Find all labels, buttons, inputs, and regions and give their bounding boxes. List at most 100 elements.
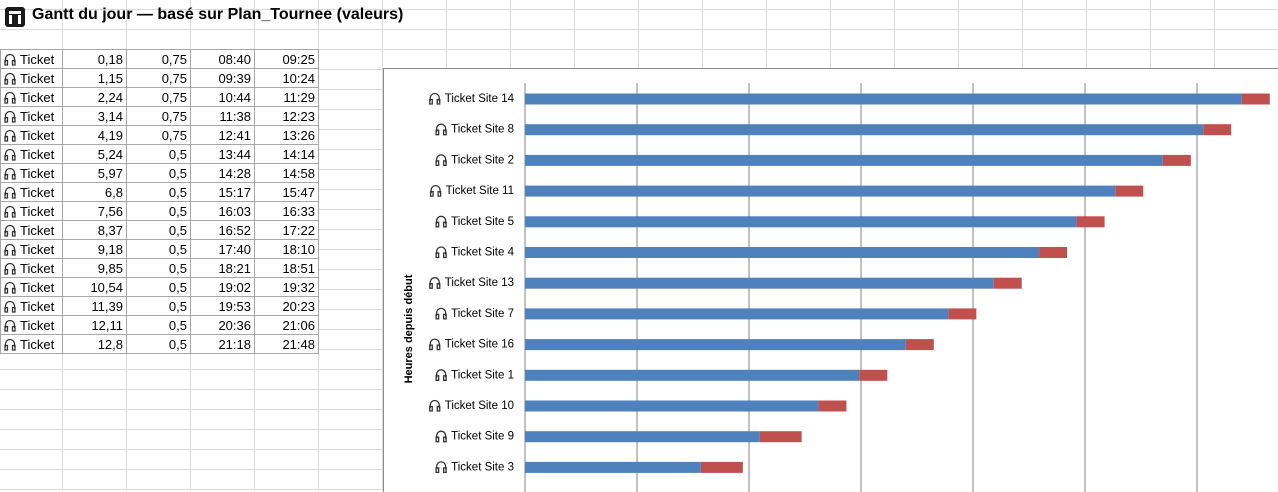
data-table: Ticket 0,18 0,75 08:40 09:25 Ticket 1,15 0,75 09… [0,49,319,354]
headphones-icon [429,277,441,289]
cell-text: 0,75 [161,51,187,67]
cell-text: 17:40 [218,241,251,257]
cell-text: 10:24 [282,70,315,86]
cell-text: 3,14 [97,108,123,124]
bar-segment [759,431,802,443]
cell-text: 0,75 [161,108,187,124]
cell-icon [4,281,16,294]
table-cell: 2,24 [62,87,127,107]
table-cell: Ticket [0,182,63,202]
bar-segment [525,431,760,443]
cell-text: 14:14 [282,146,315,162]
table-cell: 21:48 [254,334,319,354]
cell-text: Ticket [20,184,55,200]
cell-text: 13:44 [218,146,251,162]
cell-text: 14:58 [282,165,315,181]
headphones-icon [429,399,441,412]
table-cell: 08:40 [190,49,255,69]
headphones-icon [4,300,16,313]
table-cell: 19:02 [190,277,255,297]
headphones-icon [435,154,447,167]
cell-text: 10,54 [90,279,123,295]
table-cell: Ticket [0,125,63,145]
table-cell: 20:23 [254,296,319,316]
bar-segment [1203,124,1232,136]
cell-text: 16:52 [218,222,251,238]
sheet-title: Gantt du jour — basé sur Plan_Tournee (v… [32,6,404,23]
cell-text: 12,11 [91,317,123,333]
cell-text: 16:33 [282,203,315,219]
gantt-chart: Heures depuis début Ticket Site 14 Ticket… [383,68,1278,492]
cell-text: 4,19 [97,127,123,143]
table-row: Ticket 4,19 0,75 12:41 13:26 [0,125,319,145]
cell-text: 18:10 [282,241,315,257]
table-cell: 20:36 [190,315,255,335]
headphones-icon [429,338,441,351]
cell-text: 0,5 [168,279,187,295]
bar-segment [525,339,906,351]
cell-text: Ticket [20,203,55,219]
category-label: Ticket Site 8 [451,124,514,136]
cell-text: 19:53 [218,298,251,314]
headphones-icon [4,129,16,142]
bar-segment [818,400,847,412]
cell-text: 6,8 [104,184,123,200]
cell-text: 9,18 [97,241,123,257]
cell-text: Ticket [20,89,55,105]
category-label: Ticket Site 7 [451,308,514,320]
cell-text: Ticket [20,279,55,295]
table-cell: Ticket [0,258,63,278]
headphones-icon [4,53,16,66]
bar-segment [1115,185,1144,197]
table-row: Ticket 12,8 0,5 21:18 21:48 [0,334,319,354]
table-row: Ticket 12,11 0,5 20:36 21:06 [0,315,319,335]
cell-icon [4,262,16,275]
cell-text: Ticket [20,108,55,124]
cell-text: 0,5 [168,184,187,200]
cell-text: Ticket [20,70,55,86]
bar-segment [525,369,860,381]
cell-text: Ticket [20,241,55,257]
cell-text: Ticket [20,146,55,162]
table-cell: 12,8 [62,334,127,354]
table-cell: 11:29 [254,87,319,107]
table-cell: Ticket [0,296,63,316]
headphones-icon [4,110,16,123]
cell-text: 7,56 [97,203,123,219]
cell-text: Ticket [20,222,55,238]
table-cell: 17:40 [190,239,255,259]
table-cell: Ticket [0,144,63,164]
category-label: Ticket Site 3 [451,461,514,473]
cell-icon [4,72,16,85]
cell-text: 0,5 [168,165,187,181]
table-cell: 12:23 [254,106,319,126]
cell-text: 21:48 [282,336,315,352]
cell-text: 10:44 [218,89,251,105]
bar-segment [993,277,1022,289]
table-row: Ticket 1,15 0,75 09:39 10:24 [0,68,319,88]
cell-text: 17:22 [282,222,315,238]
cell-icon [4,224,16,237]
table-row: Ticket 3,14 0,75 11:38 12:23 [0,106,319,126]
table-cell: Ticket [0,49,63,69]
cell-icon [4,129,16,142]
table-cell: 0,5 [126,201,191,221]
headphones-icon [435,369,447,381]
cell-text: 0,5 [168,260,187,276]
table-cell: 13:26 [254,125,319,145]
bar-segment [1241,93,1270,105]
y-axis-title: Heures depuis début [403,274,415,383]
headphones-icon [435,215,447,228]
cell-text: 18:21 [218,260,251,276]
table-cell: 0,75 [126,49,191,69]
cell-text: 0,75 [161,127,187,143]
headphones-icon [4,281,16,294]
cell-icon [4,338,16,351]
table-cell: Ticket [0,220,63,240]
headphones-icon [4,224,16,237]
table-row: Ticket 2,24 0,75 10:44 11:29 [0,87,319,107]
headphones-icon [4,205,16,218]
table-cell: 14:58 [254,163,319,183]
cell-text: 16:03 [218,203,251,219]
cell-text: Ticket [20,317,55,333]
